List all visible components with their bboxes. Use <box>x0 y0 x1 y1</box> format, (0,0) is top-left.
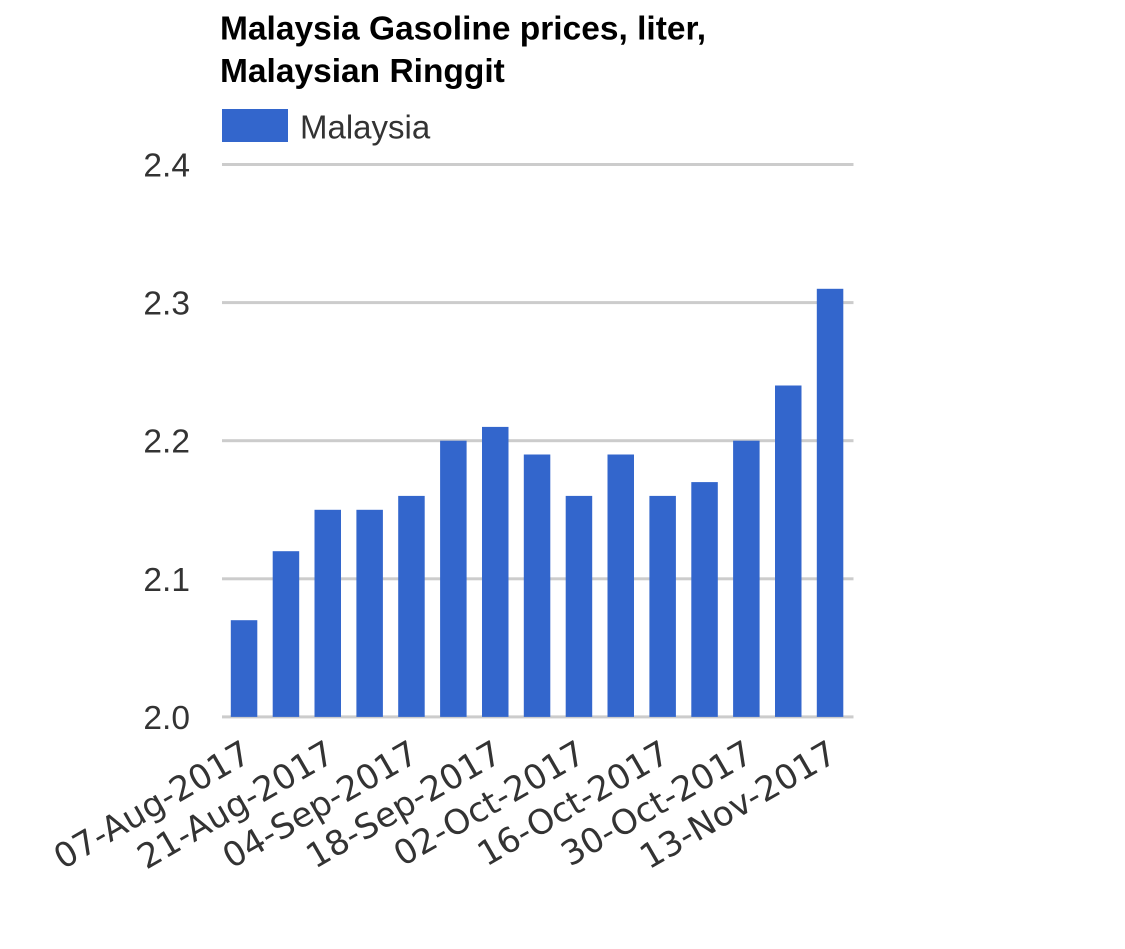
svg-text:2.2: 2.2 <box>143 424 190 461</box>
svg-text:Malaysian Ringgit: Malaysian Ringgit <box>220 53 505 90</box>
svg-text:Malaysia Gasoline prices, lite: Malaysia Gasoline prices, liter, <box>220 11 706 48</box>
svg-text:2.0: 2.0 <box>143 700 190 737</box>
svg-text:2.3: 2.3 <box>143 286 190 323</box>
svg-text:Malaysia: Malaysia <box>300 108 431 145</box>
svg-text:2.4: 2.4 <box>143 148 190 185</box>
svg-text:2.1: 2.1 <box>143 562 190 599</box>
